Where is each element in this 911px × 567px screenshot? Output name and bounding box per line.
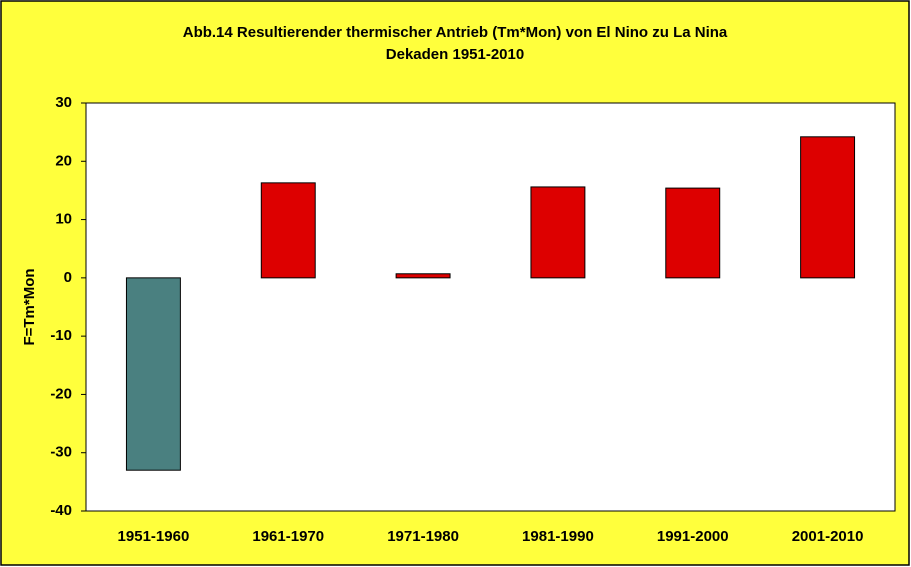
y-axis-label: F=Tm*Mon — [21, 268, 38, 345]
plot-area — [85, 102, 896, 512]
chart-title: Abb.14 Resultierender thermischer Antrie… — [183, 24, 728, 41]
x-tick-label: 1991-2000 — [657, 528, 729, 545]
bar — [125, 277, 181, 471]
x-tick-label: 1951-1960 — [118, 528, 190, 545]
bar — [665, 187, 721, 279]
bar — [800, 136, 856, 279]
y-tick-label: -30 — [50, 444, 72, 461]
x-tick-label: 1971-1980 — [387, 528, 459, 545]
bar — [530, 186, 586, 279]
y-tick-label: 30 — [55, 94, 72, 111]
y-tick-label: 0 — [64, 269, 72, 286]
y-tick-label: -20 — [50, 385, 72, 402]
bar — [260, 182, 316, 279]
y-tick-label: -40 — [50, 502, 72, 519]
bar — [395, 273, 451, 279]
y-tick-label: 20 — [55, 152, 72, 169]
chart-subtitle: Dekaden 1951-2010 — [386, 46, 524, 63]
x-tick-label: 1981-1990 — [522, 528, 594, 545]
x-tick-label: 2001-2010 — [792, 528, 864, 545]
y-tick-label: 10 — [55, 211, 72, 228]
x-tick-label: 1961-1970 — [252, 528, 324, 545]
y-tick-label: -10 — [50, 327, 72, 344]
